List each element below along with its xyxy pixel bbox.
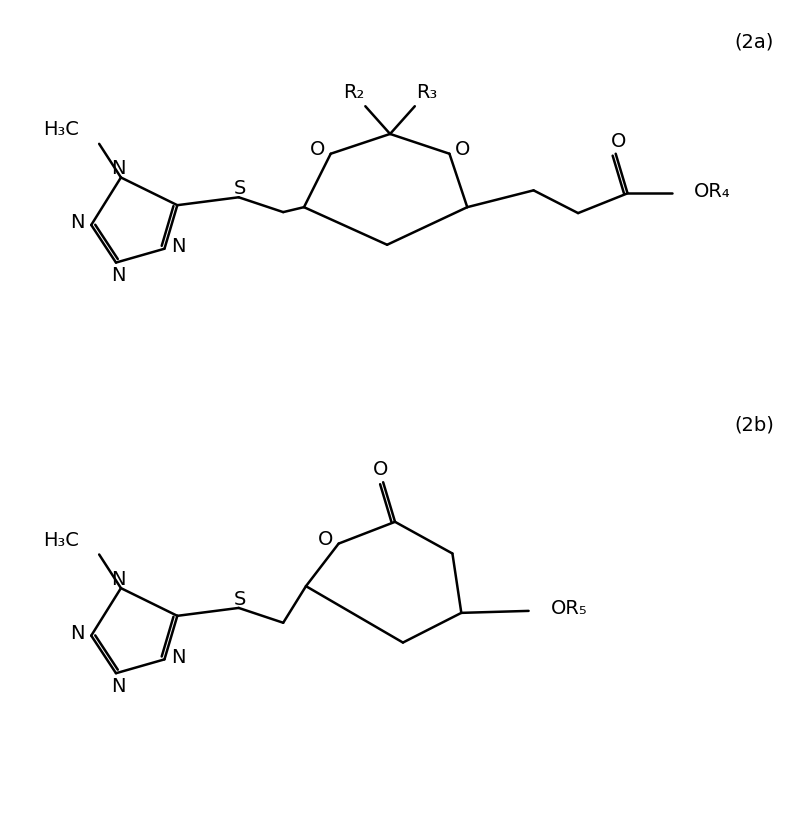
Text: (2a): (2a) — [735, 32, 774, 51]
Text: O: O — [611, 133, 626, 151]
Text: O: O — [310, 140, 325, 160]
Text: N: N — [171, 648, 185, 667]
Text: N: N — [70, 624, 84, 643]
Text: (2b): (2b) — [735, 416, 774, 435]
Text: O: O — [455, 140, 470, 160]
Text: N: N — [111, 159, 125, 178]
Text: N: N — [171, 237, 185, 256]
Text: N: N — [70, 213, 84, 232]
Text: N: N — [111, 266, 125, 285]
Text: O: O — [318, 530, 333, 549]
Text: R₃: R₃ — [416, 83, 437, 102]
Text: S: S — [234, 179, 246, 198]
Text: N: N — [111, 677, 125, 695]
Text: S: S — [234, 589, 246, 608]
Text: O: O — [373, 460, 388, 479]
Text: OR₄: OR₄ — [694, 182, 731, 201]
Text: H₃C: H₃C — [44, 120, 80, 139]
Text: N: N — [111, 570, 125, 588]
Text: R₂: R₂ — [343, 83, 364, 102]
Text: OR₅: OR₅ — [550, 599, 587, 618]
Text: H₃C: H₃C — [44, 531, 80, 550]
